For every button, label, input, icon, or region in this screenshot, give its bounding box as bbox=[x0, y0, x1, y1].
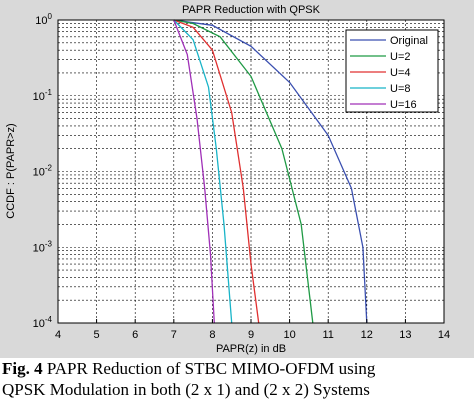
series-line-u-16 bbox=[173, 19, 215, 324]
chart-title: PAPR Reduction with QPSK bbox=[182, 4, 321, 16]
series-line-u-4 bbox=[173, 19, 260, 324]
x-tick-label: 14 bbox=[438, 329, 450, 341]
legend-label: U=8 bbox=[390, 83, 411, 95]
figure-panel: 4 5 6 7 8 9 10 11 12 13 14 100 10-1 10-2 10-3 10-4 PAP… bbox=[0, 0, 474, 358]
x-axis-label: PAPR(z) in dB bbox=[216, 343, 286, 355]
series-lines bbox=[173, 19, 368, 324]
x-tick-label: 4 bbox=[55, 329, 61, 341]
caption-line-1: Fig. 4 PAPR Reduction of STBC MIMO-OFDM … bbox=[2, 358, 472, 379]
legend-label: U=16 bbox=[390, 99, 417, 111]
series-line-original bbox=[173, 19, 368, 324]
x-tick-labels: 4 5 6 7 8 9 10 11 12 13 14 bbox=[55, 319, 450, 341]
x-tick-label: 6 bbox=[132, 329, 138, 341]
x-tick-label: 11 bbox=[322, 329, 333, 341]
caption-title-part: PAPR Reduction of STBC MIMO-OFDM using bbox=[42, 359, 376, 378]
series-line-u-8 bbox=[173, 19, 233, 324]
x-tick-label: 10 bbox=[283, 329, 295, 341]
figure-label: Fig. 4 bbox=[2, 359, 43, 378]
caption-line-2: QPSK Modulation in both (2 x 1) and (2 x… bbox=[2, 380, 370, 399]
figure-caption: Fig. 4 PAPR Reduction of STBC MIMO-OFDM … bbox=[2, 358, 472, 404]
legend-label: U=2 bbox=[390, 51, 411, 63]
papr-ccdf-chart: 4 5 6 7 8 9 10 11 12 13 14 100 10-1 10-2 10-3 10-4 PAP… bbox=[5, 4, 450, 355]
y-tick-label: 10-1 bbox=[33, 88, 53, 103]
x-tick-label: 13 bbox=[399, 329, 411, 341]
y-tick-label: 100 bbox=[35, 12, 52, 27]
x-tick-label: 5 bbox=[94, 329, 100, 341]
legend: Original U=2 U=4 U=8 U=16 bbox=[345, 29, 439, 113]
y-axis-label: CCDF : P(PAPR>z) bbox=[5, 123, 17, 218]
series-line-u-2 bbox=[173, 19, 314, 324]
y-tick-label: 10-3 bbox=[33, 239, 53, 254]
y-tick-label: 10-2 bbox=[33, 164, 53, 179]
y-tick-labels: 100 10-1 10-2 10-3 10-4 bbox=[33, 12, 53, 330]
caption-line-1-text: Fig. 4 PAPR Reduction of STBC MIMO-OFDM … bbox=[2, 358, 375, 379]
x-tick-label: 8 bbox=[209, 329, 215, 341]
y-tick-label: 10-4 bbox=[33, 315, 53, 330]
legend-label: U=4 bbox=[390, 67, 411, 79]
legend-box bbox=[345, 29, 439, 113]
x-tick-label: 9 bbox=[248, 329, 254, 341]
x-tick-label: 7 bbox=[171, 329, 177, 341]
x-tick-label: 12 bbox=[361, 329, 373, 341]
legend-label: Original bbox=[390, 35, 428, 47]
